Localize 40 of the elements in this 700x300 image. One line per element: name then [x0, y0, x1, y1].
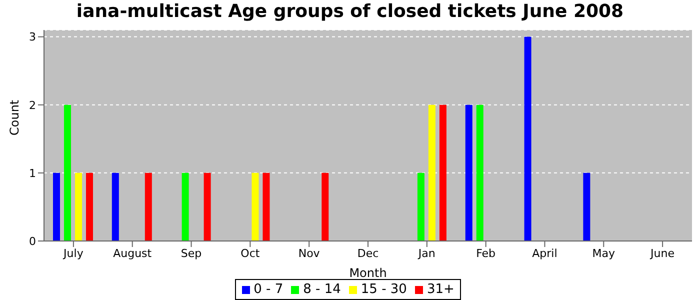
bar — [144, 172, 152, 241]
x-tick-label: Oct — [240, 246, 260, 260]
x-tick-label: May — [592, 246, 616, 260]
y-tick-label: 1 — [29, 166, 36, 180]
bar — [262, 172, 270, 241]
x-tick-label: July — [62, 246, 84, 260]
x-tick-label: August — [113, 246, 152, 260]
bar — [252, 172, 259, 241]
y-tick-label: 0 — [29, 234, 36, 248]
bar — [465, 104, 472, 241]
bar — [583, 172, 590, 241]
legend-label: 31+ — [426, 282, 454, 297]
bar — [524, 36, 532, 241]
x-tick-label: Dec — [357, 246, 379, 260]
bar — [417, 172, 424, 241]
legend-label: 0 - 7 — [252, 282, 284, 297]
bar — [112, 172, 119, 241]
bar — [476, 104, 484, 241]
bar — [75, 172, 82, 241]
legend-label: 8 - 14 — [302, 282, 341, 297]
x-axis-title: Month — [349, 266, 387, 280]
x-tick-label: June — [650, 246, 675, 260]
bar — [322, 172, 329, 241]
bar — [86, 172, 93, 241]
y-axis-title: Count — [7, 100, 22, 136]
y-tick-label: 3 — [29, 30, 36, 44]
legend-label: 15 - 30 — [360, 282, 407, 297]
chart-title: iana-multicast Age groups of closed tickets June 2008 — [75, 0, 625, 24]
bar — [182, 172, 189, 241]
x-tick-label: Nov — [298, 246, 320, 260]
bar — [204, 172, 211, 241]
x-tick-label: April — [532, 246, 558, 260]
x-tick-label: Feb — [476, 246, 496, 260]
bar — [53, 172, 60, 241]
y-tick-label: 2 — [29, 98, 36, 112]
x-tick-label: Sep — [180, 246, 202, 260]
bar — [439, 104, 446, 241]
bar — [428, 104, 436, 241]
bar — [64, 104, 71, 241]
x-tick-label: Jan — [417, 246, 436, 260]
